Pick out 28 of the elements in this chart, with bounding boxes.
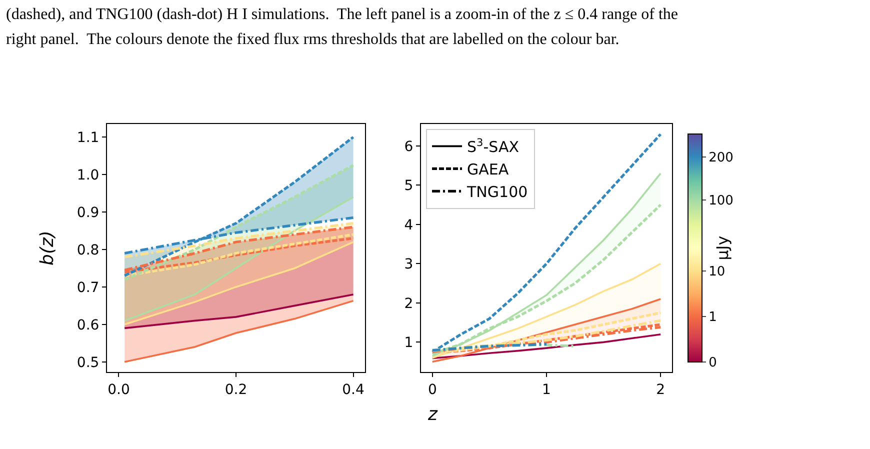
x-tick-label: 0.4	[342, 382, 364, 398]
y-tick-label: 6	[404, 138, 414, 155]
text: right panel. The colours denote the fixed flux rms thresholds that are labelled on the colour bar.	[6, 31, 620, 48]
y-tick-label: 1.0	[76, 167, 100, 184]
legend-label: S$^{3}$-SAX	[467, 136, 519, 156]
legend-label: GAEA	[467, 160, 510, 179]
y-axis-title: b(z)	[37, 230, 58, 266]
y-tick-label: 0.6	[76, 317, 100, 334]
y-tick-label: 1	[404, 335, 414, 352]
x-tick-label: 0	[428, 382, 437, 398]
picture-colour-bar: 0 1 10 100 200 μJy	[688, 134, 734, 371]
x-tick-label: 0.2	[224, 382, 248, 398]
x-tick-label: 2	[656, 382, 666, 398]
y-tick-label: 1.1	[76, 130, 100, 146]
legend-label: TNG100	[466, 183, 528, 202]
y-tick-label: 5	[404, 178, 414, 194]
y-tick-label: 0.8	[76, 242, 100, 258]
y-tick-label: 0.7	[76, 280, 100, 296]
x-axis-title: z	[427, 404, 438, 425]
y-tick-label: 0.5	[76, 354, 100, 371]
y-tick-label: 3	[404, 256, 414, 273]
y-tick-label: 4	[404, 217, 414, 234]
y-tick-label: 0.9	[76, 204, 100, 221]
x-tick-label: 0.0	[108, 382, 130, 398]
color-bar-title: μJy	[713, 236, 732, 260]
text: (dashed), and TNG100 (dash-dot) H I simulations. The left panel is a zoom-in of the z ≤ 0.4 range of the	[6, 6, 678, 23]
y-tick-label: 2	[404, 296, 414, 312]
x-tick-label: 1	[542, 382, 551, 398]
